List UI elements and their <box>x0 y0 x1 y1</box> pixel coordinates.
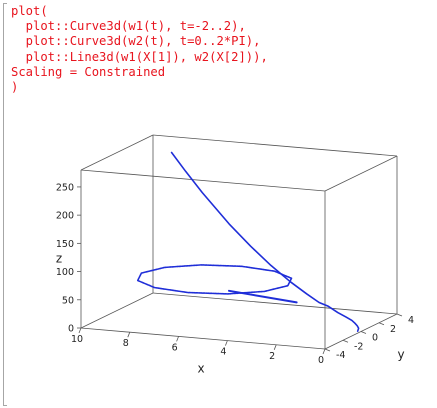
y-tick <box>324 348 331 352</box>
x-tick <box>273 344 277 350</box>
x-tick <box>176 336 179 342</box>
box-edge <box>80 169 326 192</box>
x-tick <box>322 348 326 355</box>
code-line[interactable]: plot::Curve3d(w1(t), t=-2..2), <box>11 19 246 34</box>
y-tick-label: 2 <box>390 324 396 335</box>
box-edge <box>80 134 154 171</box>
y-tick <box>396 313 403 317</box>
plot-curves <box>136 151 360 332</box>
y-tick <box>378 322 385 326</box>
z-tick-label: 0 <box>68 324 74 335</box>
box-edge <box>152 292 398 315</box>
x-tick <box>225 340 228 346</box>
curve-series <box>170 151 360 332</box>
x-tick-label: 4 <box>220 347 226 358</box>
y-tick-label: -2 <box>354 341 363 352</box>
code-input[interactable]: plot( plot::Curve3d(w1(t), t=-2..2), plo… <box>11 4 268 95</box>
x-tick-label: 0 <box>318 355 324 366</box>
x-tick-label: 6 <box>172 342 178 353</box>
input-region-bracket <box>3 3 7 406</box>
box-edge <box>80 327 326 350</box>
x-tick-label: 10 <box>71 334 83 345</box>
y-axis-label: y <box>397 348 404 362</box>
z-tick-label: 200 <box>56 211 74 222</box>
z-tick-label: 150 <box>56 239 74 250</box>
z-tick-label: 100 <box>56 267 74 278</box>
z-axis-label: z <box>56 251 62 265</box>
y-tick <box>342 339 349 343</box>
y-tick-label: -4 <box>336 350 345 361</box>
code-line[interactable]: Scaling = Constrained <box>11 64 166 79</box>
x-tick <box>127 332 131 338</box>
curve-series <box>136 264 293 295</box>
y-tick-label: 0 <box>372 333 378 344</box>
z-tick-label: 250 <box>56 182 74 193</box>
x-tick-label: 8 <box>123 338 129 349</box>
code-line[interactable]: ) <box>11 80 19 95</box>
y-tick-label: 4 <box>408 315 414 326</box>
y-tick <box>360 331 367 334</box>
box-edge <box>152 134 398 157</box>
line-segment <box>228 289 298 304</box>
code-line[interactable]: plot::Curve3d(w2(t), t=0..2*PI), <box>11 34 261 49</box>
box-edge <box>80 292 154 329</box>
x-tick-label: 2 <box>269 351 275 362</box>
axis-ticks: 0 50 100 150 200 250 10 8 6 4 2 0 -4 -2 0 2 4 z x y <box>56 182 414 375</box>
x-axis-label: x <box>197 362 204 376</box>
code-line[interactable]: plot::Line3d(w1(X[1]), w2(X[2])), <box>11 49 268 64</box>
x-tick <box>78 327 82 334</box>
code-line[interactable]: plot( <box>11 4 48 18</box>
z-tick-label: 50 <box>62 295 74 306</box>
box-edge <box>324 155 398 192</box>
bounding-box-back <box>80 134 398 350</box>
